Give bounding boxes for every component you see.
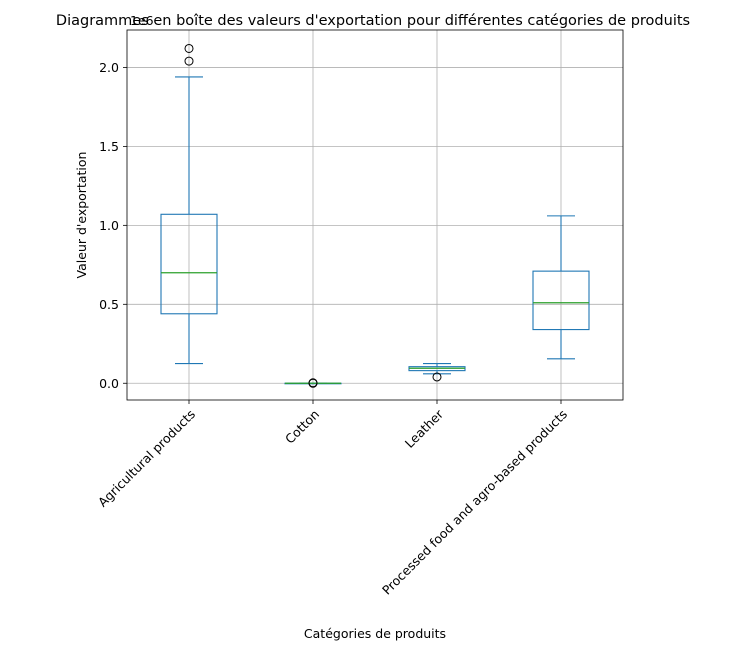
boxes-layer: [160, 43, 590, 388]
y-axis: 0.0 0.5 1.0 1.5 2.0: [99, 60, 127, 391]
y-tick-label: 1.0: [99, 218, 119, 233]
x-tick-label: Agricultural products: [95, 407, 198, 510]
y-axis-multiplier: 1e6: [130, 13, 154, 28]
y-axis-label: Valeur d'exportation: [74, 152, 89, 279]
box-group: [532, 215, 590, 360]
box-group: [284, 378, 342, 388]
outlier-point: [184, 43, 194, 53]
y-tick-label: 0.5: [99, 297, 119, 312]
box-group: [160, 43, 218, 365]
plot-area-frame: [126, 29, 624, 401]
chart-title: Diagrammes en boîte des valeurs d'export…: [56, 13, 690, 29]
outlier-point: [432, 372, 442, 382]
y-tick-label: 1.5: [99, 139, 119, 154]
x-axis-label: Catégories de produits: [304, 626, 446, 641]
iqr-box: [532, 270, 590, 331]
outlier-point: [308, 378, 318, 388]
box-group: [408, 362, 466, 382]
outlier-point: [184, 56, 194, 66]
y-tick-label: 0.0: [99, 376, 119, 391]
x-axis: Agricultural products Cotton LeatherProces…: [95, 400, 570, 598]
iqr-box: [160, 213, 218, 315]
x-tick-label: Cotton: [282, 407, 322, 447]
y-tick-label: 2.0: [99, 60, 119, 75]
grid-lines: [127, 30, 623, 400]
x-tick-label: Leather: [402, 406, 447, 451]
